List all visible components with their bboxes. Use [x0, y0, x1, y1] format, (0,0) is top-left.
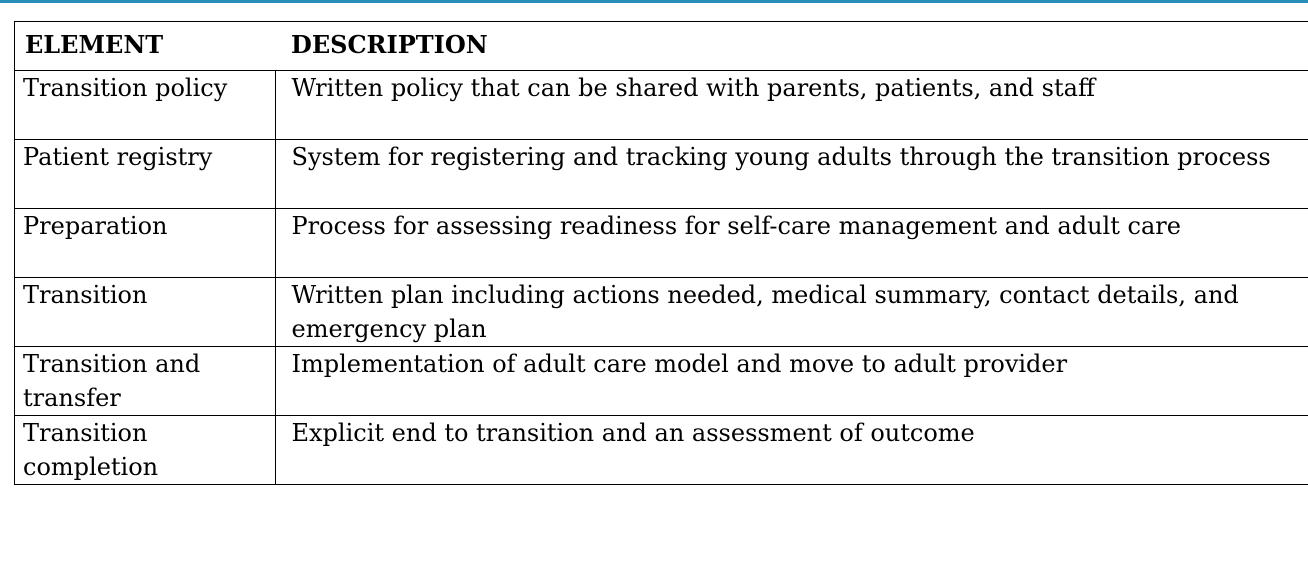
element-cell: Transition policy — [14, 70, 276, 140]
description-cell: Written plan including actions needed, m… — [274, 277, 1308, 347]
header-description: DESCRIPTION — [275, 21, 1308, 71]
element-cell: Transition completion — [14, 415, 276, 485]
table-row: Transition completion Explicit end to tr… — [14, 415, 1308, 485]
table-row: Transition and transfer Implementation o… — [14, 346, 1308, 416]
description-cell: Implementation of adult care model and m… — [274, 346, 1308, 416]
table-header-row: ELEMENT DESCRIPTION — [14, 21, 1308, 71]
header-element: ELEMENT — [14, 21, 275, 71]
element-cell: Patient registry — [14, 139, 276, 209]
transition-elements-table: ELEMENT DESCRIPTION Transition policy Wr… — [14, 21, 1308, 485]
element-cell: Transition and transfer — [14, 346, 276, 416]
table-row: Transition policy Written policy that ca… — [14, 70, 1308, 140]
description-cell: System for registering and tracking youn… — [274, 139, 1308, 209]
table-row: Preparation Process for assessing readin… — [14, 208, 1308, 278]
element-cell: Transition — [14, 277, 276, 347]
table-row: Patient registry System for registering … — [14, 139, 1308, 209]
top-divider-line — [0, 0, 1308, 3]
description-cell: Explicit end to transition and an assess… — [274, 415, 1308, 485]
description-cell: Process for assessing readiness for self… — [274, 208, 1308, 278]
table-row: Transition Written plan including action… — [14, 277, 1308, 347]
description-cell: Written policy that can be shared with p… — [274, 70, 1308, 140]
element-cell: Preparation — [14, 208, 276, 278]
